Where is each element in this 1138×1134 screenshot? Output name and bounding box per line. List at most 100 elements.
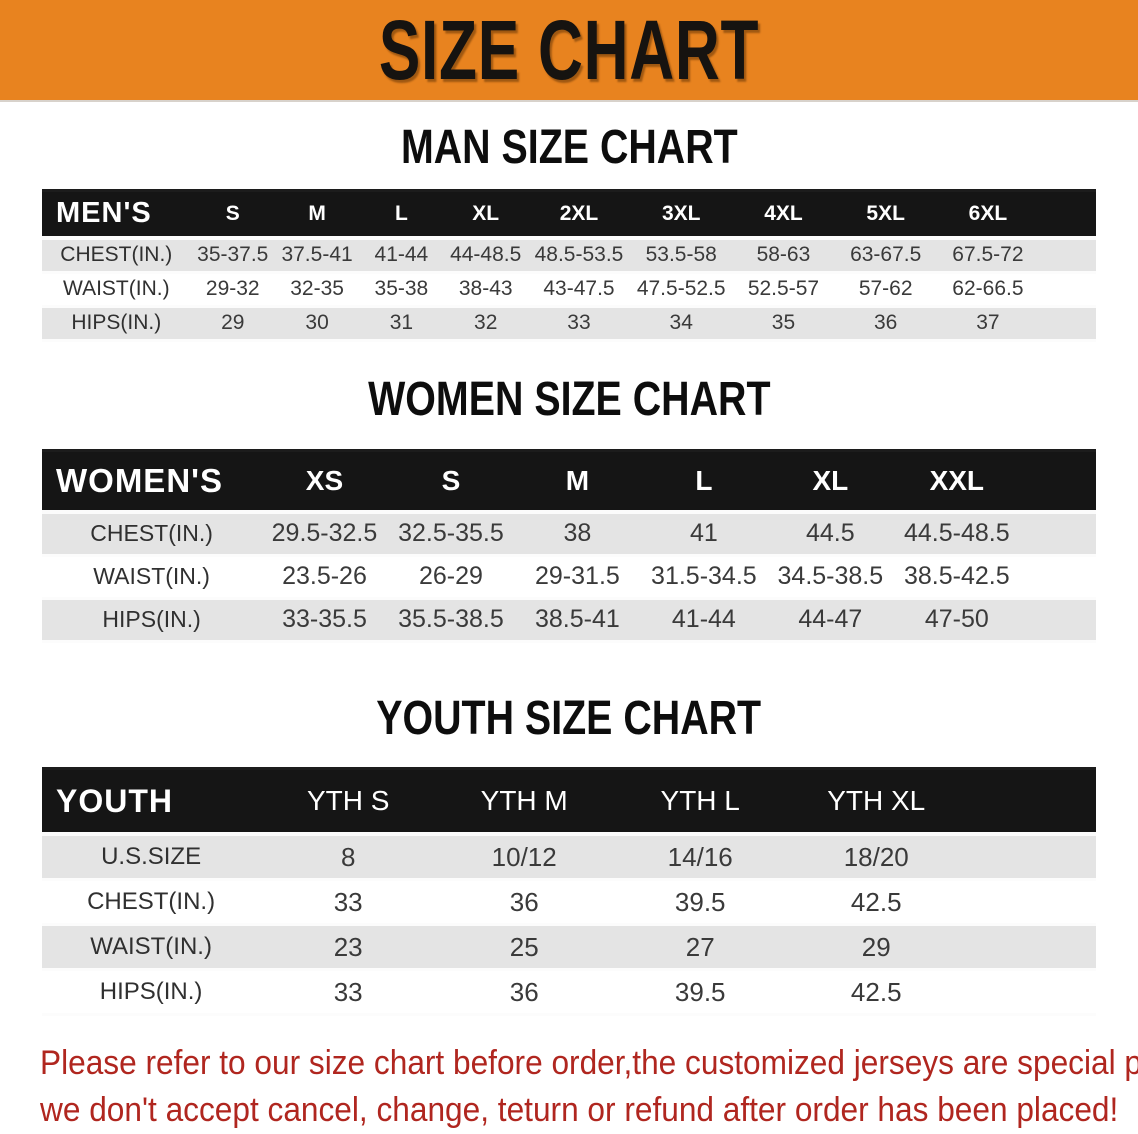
disclaimer-line-2: we don't accept cancel, change, teturn o… xyxy=(40,1091,1119,1130)
size-chart-banner: SIZE CHART xyxy=(0,0,1138,102)
table-row: HIPS(IN.) 33 36 39.5 42.5 xyxy=(42,969,1096,1017)
table-row: HIPS(IN.) 29 30 31 32 33 34 35 36 37 xyxy=(42,306,1096,342)
men-table-label: MEN'S xyxy=(42,188,191,240)
size-value: 10/12 xyxy=(436,834,613,882)
table-row: WAIST(IN.) 23 25 27 29 xyxy=(42,924,1096,972)
size-value: 62-66.5 xyxy=(936,272,1040,308)
size-column-header: 4XL xyxy=(732,188,835,240)
size-value: 47-50 xyxy=(893,598,1021,643)
size-value: 32-35 xyxy=(274,272,360,308)
disclaimer-line-1: Please refer to our size chart before or… xyxy=(40,1044,1138,1083)
size-value: 14/16 xyxy=(612,834,789,882)
spacer-cell xyxy=(1020,598,1096,643)
men-header-row: MEN'S S M L XL 2XL 3XL 4XL 5XL 6XL xyxy=(42,188,1096,240)
spacer-cell xyxy=(1039,306,1096,342)
size-value: 35 xyxy=(732,306,835,342)
size-column-header: S xyxy=(387,448,515,514)
men-heading-text: MAN SIZE CHART xyxy=(400,121,738,174)
table-row: WAIST(IN.) 23.5-26 26-29 29-31.5 31.5-34… xyxy=(42,555,1096,600)
size-value: 37.5-41 xyxy=(274,237,360,274)
disclaimer-text: Please refer to our size chart before or… xyxy=(40,1040,1138,1134)
size-column-header: XXL xyxy=(893,448,1021,514)
size-value: 39.5 xyxy=(612,969,789,1017)
size-value: 42.5 xyxy=(788,879,965,927)
youth-heading-text: YOUTH SIZE CHART xyxy=(376,691,762,745)
size-value: 36 xyxy=(436,879,613,927)
table-row: CHEST(IN.) 29.5-32.5 32.5-35.5 38 41 44.… xyxy=(42,511,1096,557)
row-label: HIPS(IN.) xyxy=(42,598,262,643)
size-column-header: M xyxy=(514,448,641,514)
size-value: 57-62 xyxy=(834,272,937,308)
size-column-header: XL xyxy=(443,188,528,240)
row-label: HIPS(IN.) xyxy=(42,969,261,1017)
size-value: 38.5-41 xyxy=(514,598,641,643)
size-value: 39.5 xyxy=(612,879,789,927)
size-value: 63-67.5 xyxy=(834,237,937,274)
youth-section-heading: YOUTH SIZE CHART xyxy=(0,691,1138,746)
size-value: 33 xyxy=(527,306,631,342)
size-value: 48.5-53.5 xyxy=(527,237,631,274)
size-value: 53.5-58 xyxy=(630,237,733,274)
size-value: 32 xyxy=(443,306,528,342)
size-column-header: YTH S xyxy=(260,767,437,837)
youth-header-row: YOUTH YTH S YTH M YTH L YTH XL xyxy=(42,767,1096,837)
men-section-heading: MAN SIZE CHART xyxy=(0,121,1138,175)
spacer-cell xyxy=(964,767,1096,837)
spacer-cell xyxy=(1039,188,1096,240)
spacer-cell xyxy=(1039,237,1096,274)
size-column-header: YTH L xyxy=(612,767,789,837)
size-value: 32.5-35.5 xyxy=(387,511,515,557)
women-table-label: WOMEN'S xyxy=(42,448,262,514)
size-column-header: 3XL xyxy=(630,188,733,240)
size-column-header: 6XL xyxy=(936,188,1040,240)
size-value: 25 xyxy=(436,924,613,972)
size-value: 8 xyxy=(260,834,437,882)
size-value: 41-44 xyxy=(640,598,768,643)
size-value: 31.5-34.5 xyxy=(640,555,768,600)
banner-title: SIZE CHART xyxy=(378,3,760,97)
spacer-cell xyxy=(1020,511,1096,557)
size-value: 38 xyxy=(514,511,641,557)
size-value: 31 xyxy=(359,306,444,342)
size-value: 42.5 xyxy=(788,969,965,1017)
size-value: 35.5-38.5 xyxy=(387,598,515,643)
row-label: CHEST(IN.) xyxy=(42,237,191,274)
spacer-cell xyxy=(1020,555,1096,600)
size-value: 44-48.5 xyxy=(443,237,528,274)
row-label: CHEST(IN.) xyxy=(42,511,262,557)
size-value: 43-47.5 xyxy=(527,272,631,308)
size-column-header: XS xyxy=(261,448,388,514)
size-value: 26-29 xyxy=(387,555,515,600)
size-column-header: YTH XL xyxy=(788,767,965,837)
table-row: HIPS(IN.) 33-35.5 35.5-38.5 38.5-41 41-4… xyxy=(42,598,1096,643)
table-row: CHEST(IN.) 35-37.5 37.5-41 41-44 44-48.5… xyxy=(42,237,1096,274)
size-value: 34 xyxy=(630,306,733,342)
size-value: 35-37.5 xyxy=(190,237,275,274)
size-value: 44.5-48.5 xyxy=(893,511,1021,557)
spacer-cell xyxy=(1020,448,1096,514)
size-value: 36 xyxy=(436,969,613,1017)
women-section-heading: WOMEN SIZE CHART xyxy=(0,373,1138,427)
size-value: 29-32 xyxy=(190,272,275,308)
size-value: 44.5 xyxy=(767,511,894,557)
spacer-cell xyxy=(964,924,1096,972)
row-label: WAIST(IN.) xyxy=(42,272,191,308)
size-value: 52.5-57 xyxy=(732,272,835,308)
size-value: 44-47 xyxy=(767,598,894,643)
size-value: 33 xyxy=(260,969,437,1017)
spacer-cell xyxy=(1039,272,1096,308)
size-value: 38-43 xyxy=(443,272,528,308)
table-row: CHEST(IN.) 33 36 39.5 42.5 xyxy=(42,879,1096,927)
men-size-table: MEN'S S M L XL 2XL 3XL 4XL 5XL 6XL CHEST… xyxy=(42,188,1096,342)
size-value: 36 xyxy=(834,306,937,342)
row-label: U.S.SIZE xyxy=(42,834,261,882)
size-column-header: S xyxy=(190,188,275,240)
size-column-header: YTH M xyxy=(436,767,613,837)
size-value: 30 xyxy=(274,306,360,342)
size-value: 29 xyxy=(788,924,965,972)
size-value: 29.5-32.5 xyxy=(261,511,388,557)
size-column-header: XL xyxy=(767,448,894,514)
size-value: 37 xyxy=(936,306,1040,342)
size-column-header: 2XL xyxy=(527,188,631,240)
size-value: 41-44 xyxy=(359,237,444,274)
